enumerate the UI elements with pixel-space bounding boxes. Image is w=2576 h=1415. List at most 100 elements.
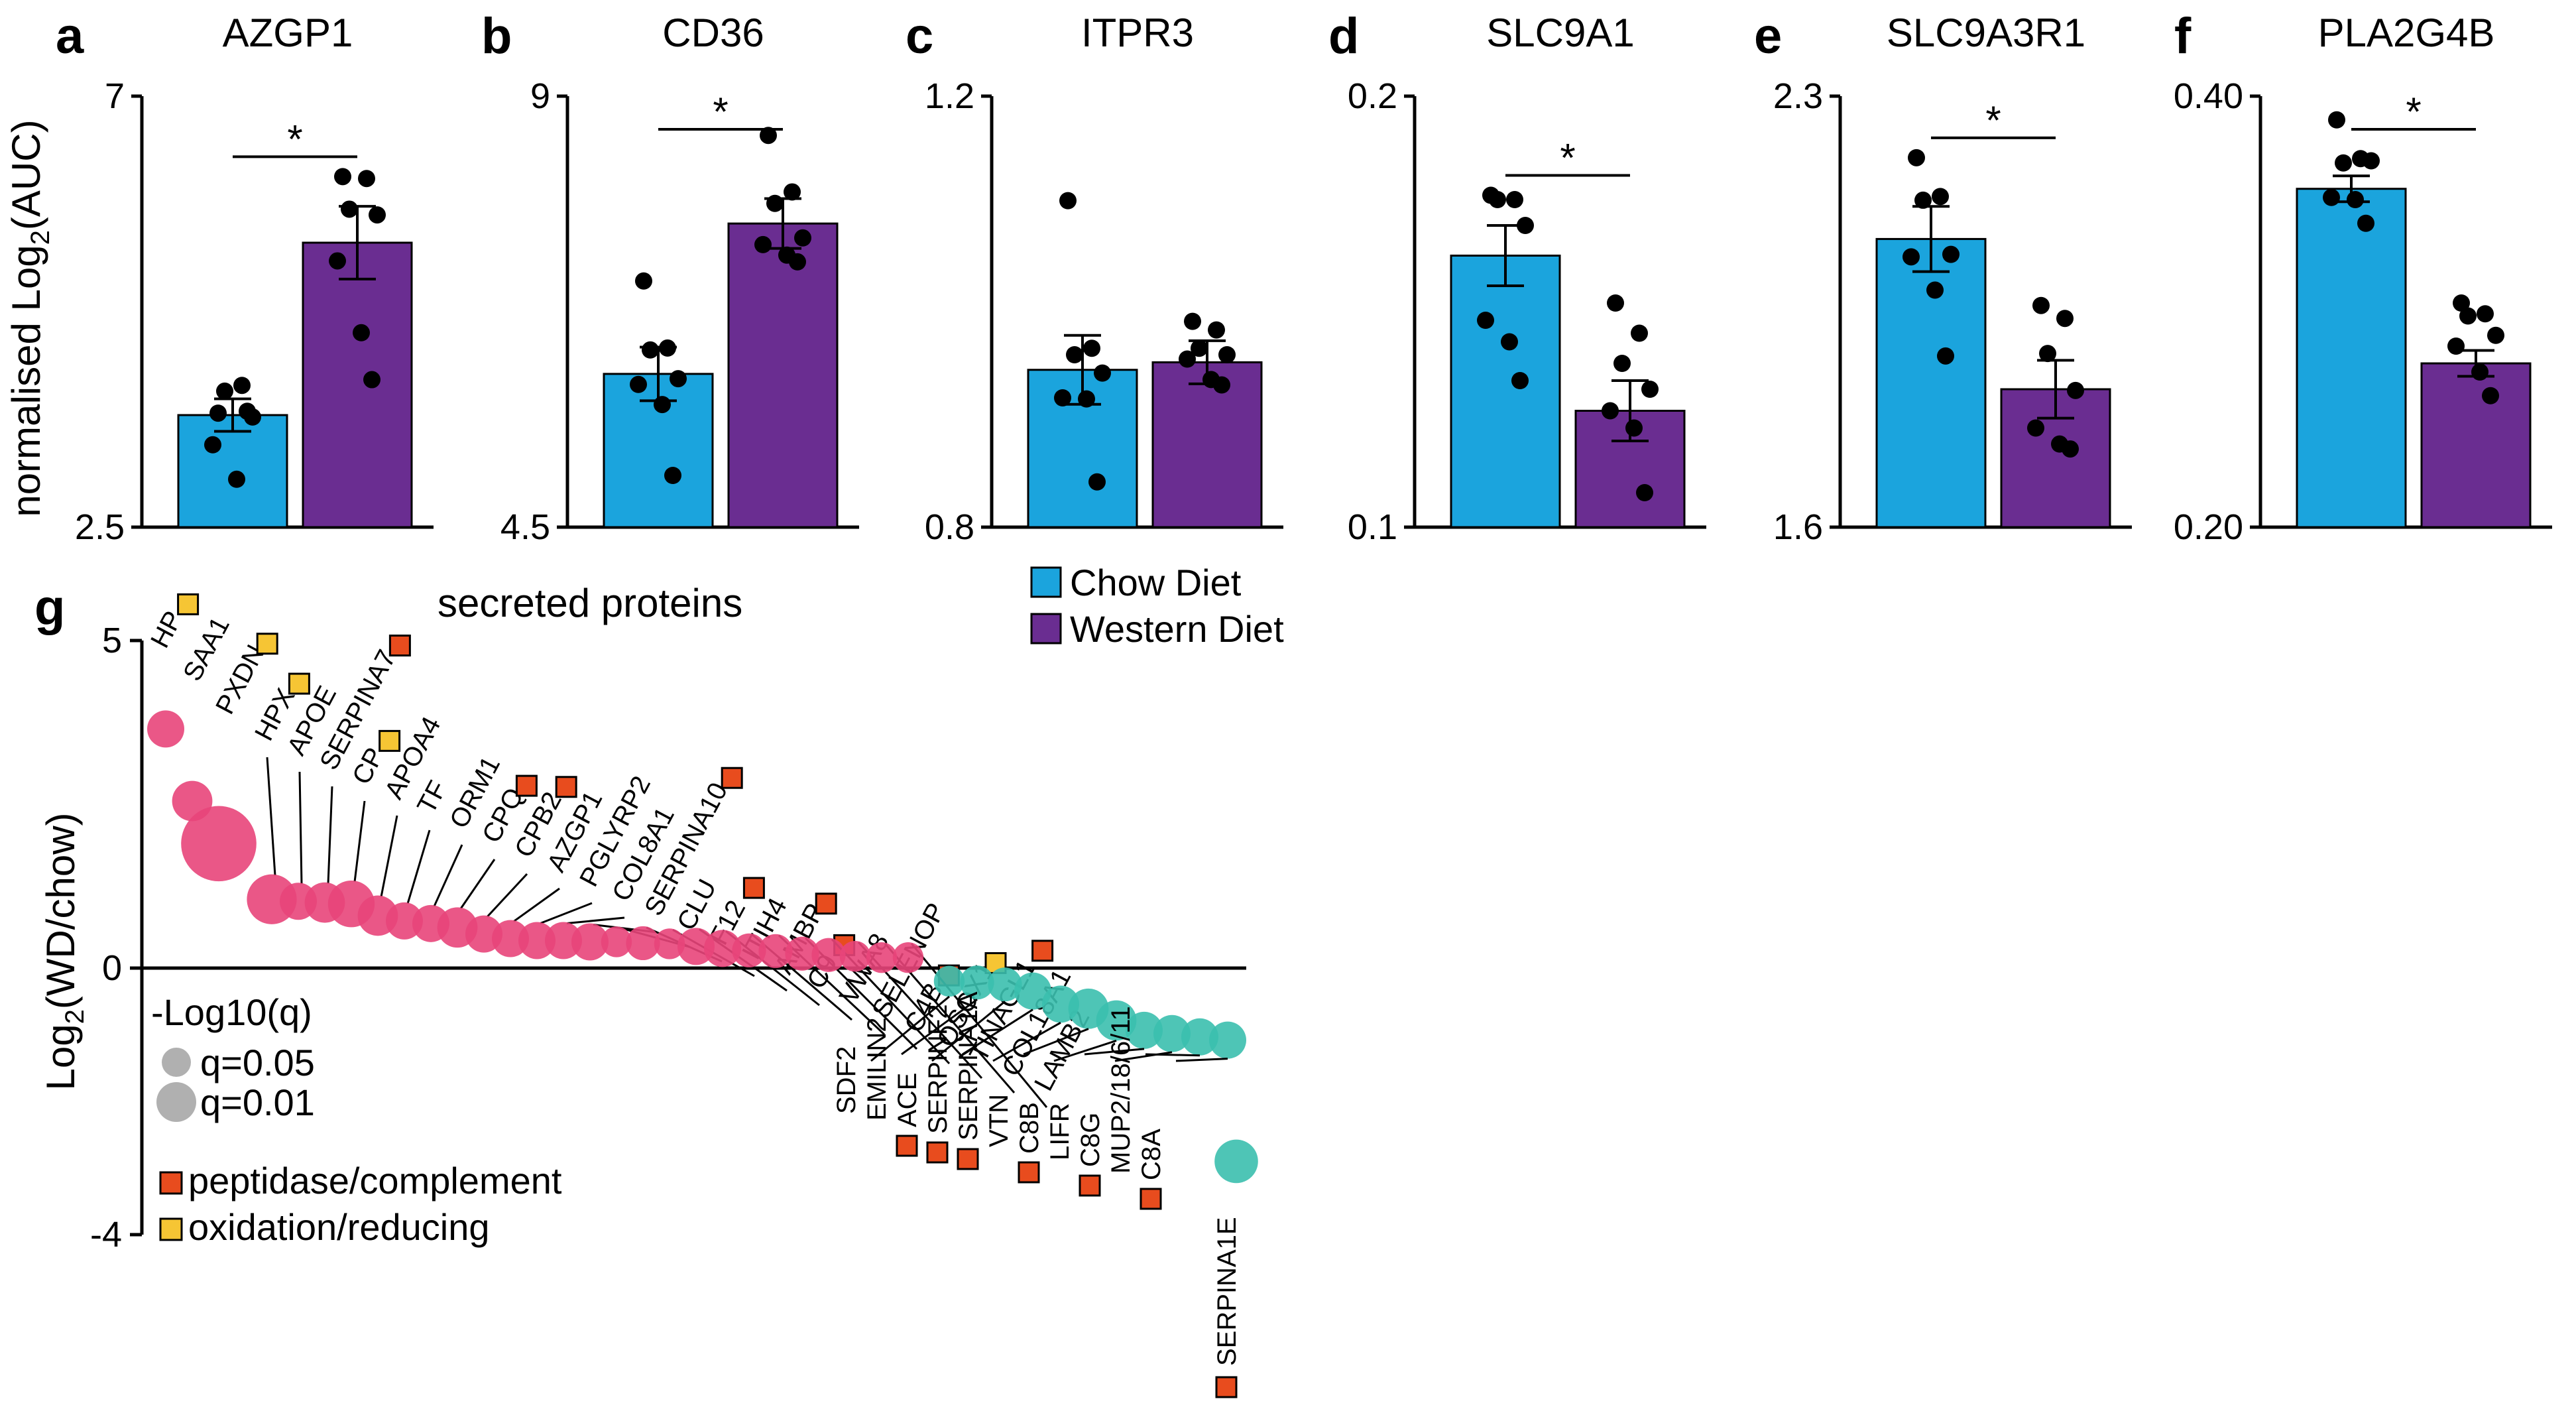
gene-bubble-up: [892, 942, 924, 973]
data-point-chow-e: [1903, 248, 1920, 266]
data-point-western-d: [1607, 294, 1624, 312]
gene-bubble-up: [181, 806, 257, 882]
leader-line: [1145, 1053, 1200, 1057]
data-point-western-b: [789, 253, 806, 271]
data-point-western-e: [2067, 381, 2084, 399]
category-marker: [256, 633, 278, 655]
panel-label-d: d: [1328, 8, 1359, 64]
gene-bubble-down: [1209, 1021, 1246, 1059]
data-point-western-c: [1179, 350, 1196, 368]
data-point-chow-d: [1477, 312, 1494, 329]
y-axis-label-auc: normalised Log2(AUC): [4, 119, 55, 517]
data-point-western-a: [329, 252, 346, 270]
gene-label-serpinf2: SERPINF2: [923, 1004, 953, 1134]
panel-label-b: b: [481, 8, 512, 64]
data-point-chow-d: [1517, 217, 1534, 234]
data-point-chow-a: [233, 377, 251, 395]
gene-label-vtn: VTN: [984, 1094, 1014, 1147]
gene-label-mup2-18-6-11: MUP2/18/6/11: [1106, 1006, 1136, 1174]
data-point-chow-b: [630, 375, 647, 393]
bar-western-f: [2420, 362, 2532, 528]
data-point-western-d: [1641, 381, 1659, 398]
data-point-chow-b: [670, 370, 687, 388]
panel-title-b: CD36: [662, 11, 764, 55]
panel-g: g secreted proteins Log2(WD/chow) 5 0 -4…: [34, 580, 1258, 1398]
panel-title-a: AZGP1: [223, 11, 353, 55]
leader-line: [1114, 1051, 1173, 1062]
data-point-western-e: [2062, 440, 2079, 458]
data-point-chow-c: [1094, 364, 1111, 382]
panel-d: d SLC9A1 0.2 0.1 *: [1328, 8, 1706, 547]
y-tick-label-top-f: 0.40: [2174, 76, 2243, 116]
size-legend-circle-q005: [162, 1048, 191, 1077]
y-tick-label-top-a: 7: [105, 76, 125, 116]
gene-bubble-up: [677, 928, 715, 965]
leader-line: [459, 859, 496, 910]
data-point-chow-e: [1926, 281, 1944, 299]
y-tick-label-top-d: 0.2: [1348, 76, 1397, 116]
gene-label-sdf2: SDF2: [832, 1046, 861, 1114]
data-point-chow-e: [1908, 149, 1925, 166]
leader-line: [566, 916, 625, 924]
category-marker: [379, 729, 401, 752]
leader-line: [870, 995, 950, 1062]
data-point-chow-f: [2335, 154, 2352, 172]
data-point-chow-a: [228, 470, 245, 488]
chow-legend-swatch: [1030, 566, 1062, 598]
category-marker: [555, 776, 577, 798]
gene-bubble-up: [492, 920, 529, 957]
bar-western-a: [302, 241, 413, 528]
data-point-western-e: [2032, 296, 2050, 314]
panel-g-title: secreted proteins: [438, 581, 742, 625]
data-point-chow-f: [2357, 214, 2374, 232]
bar-western-b: [727, 222, 839, 528]
oxidation-legend-label: oxidation/reducing: [188, 1206, 490, 1248]
panel-label-f: f: [2174, 8, 2192, 64]
gene-label-c8g: C8G: [1076, 1113, 1105, 1167]
gene-bubble-up: [601, 926, 632, 957]
category-marker: [957, 1148, 979, 1170]
gene-bubble-up: [147, 710, 184, 748]
data-point-western-f: [2471, 363, 2488, 381]
data-point-western-f: [2453, 294, 2470, 312]
western-legend-swatch: [1030, 613, 1062, 645]
data-point-western-f: [2482, 387, 2499, 404]
category-marker: [177, 593, 200, 615]
data-point-western-a: [341, 200, 358, 218]
chow-legend-label: Chow Diet: [1070, 562, 1242, 603]
gene-bubble-up: [518, 922, 556, 959]
data-point-chow-f: [2347, 191, 2364, 208]
data-point-chow-d: [1489, 191, 1506, 208]
bar-panels: a AZGP1 7 2.5 * b CD36 9 4.5 * c ITPR3 1.2 0.8 d SLC9A1…: [56, 8, 2552, 547]
size-legend-title: -Log10(q): [151, 991, 312, 1033]
leader-line: [901, 999, 978, 1056]
data-point-chow-c: [1078, 390, 1095, 408]
gene-bubble-up: [811, 938, 846, 972]
data-point-western-e: [2056, 310, 2074, 328]
gene-bubble-up: [704, 930, 741, 967]
data-point-western-b: [794, 229, 811, 247]
gene-bubble-up: [545, 922, 582, 959]
leader-line: [931, 1001, 1006, 1062]
data-point-western-a: [369, 206, 386, 224]
data-point-chow-b: [664, 467, 681, 484]
significance-star-b: *: [713, 90, 728, 134]
data-point-western-f: [2487, 326, 2504, 344]
category-marker: [1079, 1174, 1101, 1197]
size-legend-label-q001: q=0.01: [200, 1081, 315, 1123]
panel-label-a: a: [56, 8, 84, 64]
y-axis-label-log2-ratio: Log2(WD/chow): [38, 812, 89, 1090]
data-point-chow-b: [654, 396, 671, 414]
data-point-western-c: [1213, 376, 1230, 394]
panel-b: b CD36 9 4.5 *: [481, 8, 859, 547]
gene-bubble-up: [732, 933, 766, 967]
gene-bubble-up: [758, 934, 793, 968]
category-marker: [896, 1135, 918, 1157]
leader-line: [380, 815, 398, 897]
gene-label-emilin2: EMILIN2: [862, 1017, 892, 1121]
category-marker: [1018, 1161, 1040, 1184]
data-point-western-a: [353, 324, 370, 341]
significance-star-e: *: [1985, 98, 2001, 143]
category-marker: [388, 635, 411, 657]
leader-line: [962, 1009, 1033, 1056]
